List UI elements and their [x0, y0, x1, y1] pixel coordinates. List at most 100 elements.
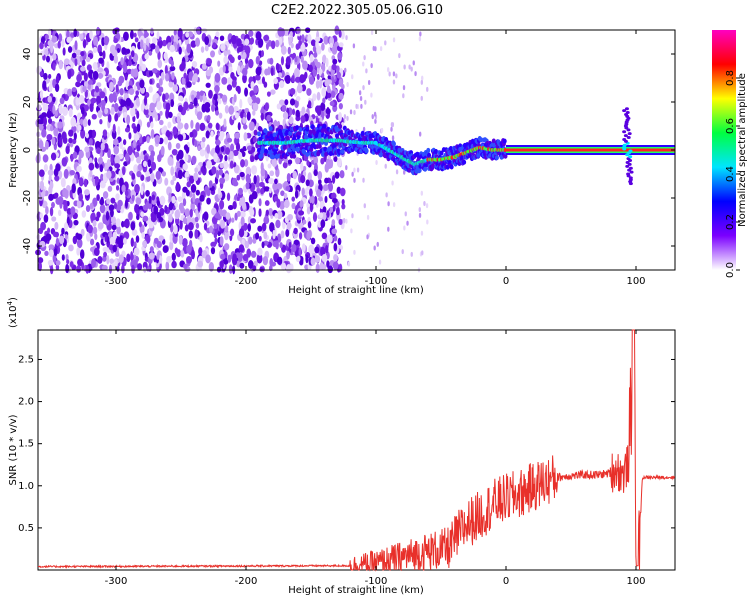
noise-speck [242, 116, 247, 124]
noise-speck [172, 84, 179, 92]
noise-speck [248, 236, 253, 245]
noise-speck [271, 158, 278, 168]
noise-speck [238, 221, 242, 231]
noise-speck [52, 105, 56, 115]
noise-speck [159, 195, 166, 206]
noise-speck [177, 196, 183, 203]
noise-speck [100, 196, 104, 205]
noise-speck [174, 209, 181, 220]
noise-speck [197, 202, 201, 212]
noise-speck [160, 145, 165, 156]
noise-speck [221, 76, 228, 85]
signal-speck [257, 131, 261, 137]
noise-speck [77, 258, 83, 267]
noise-speck [110, 106, 115, 115]
noise-speck [176, 153, 180, 162]
noise-speck [153, 205, 159, 215]
noise-speck [158, 78, 163, 86]
noise-speck [76, 265, 82, 273]
noise-speck [133, 126, 138, 134]
noise-speck [287, 213, 294, 221]
noise-speck [122, 139, 127, 146]
noise-speck [184, 171, 190, 178]
signal-speck [271, 154, 276, 160]
noise-speck [48, 193, 54, 201]
colorbar-ticks: 0.0 0.2 0.4 0.6 0.8 [725, 70, 740, 278]
noise-speck [62, 106, 68, 117]
noise-speck [61, 254, 65, 261]
noise-speck [138, 221, 142, 228]
noise-speck [338, 263, 343, 272]
noise-speck [414, 71, 417, 77]
noise-speck [260, 167, 266, 177]
noise-speck [191, 155, 197, 165]
noise-speck [150, 150, 155, 157]
noise-speck [128, 211, 133, 221]
noise-speck [126, 48, 131, 54]
signal-speck [494, 155, 499, 161]
noise-speck [291, 243, 297, 253]
signal-speck [426, 147, 431, 153]
noise-speck [327, 265, 334, 274]
noise-speck [327, 92, 332, 99]
noise-speck [158, 235, 164, 241]
noise-speck [395, 169, 399, 175]
noise-speck [120, 99, 124, 108]
spike-speck [622, 143, 627, 147]
noise-speck [161, 171, 167, 177]
noise-speck [123, 231, 130, 240]
noise-speck [224, 105, 229, 114]
noise-speck [223, 50, 228, 57]
noise-speck [277, 27, 284, 37]
noise-speck [285, 264, 292, 274]
noise-speck [220, 146, 225, 153]
noise-speck [44, 42, 48, 48]
noise-speck [392, 37, 396, 43]
y-tick-label: 0.5 [18, 523, 34, 534]
noise-speck [288, 241, 292, 248]
spike-speck [625, 111, 630, 115]
noise-speck [90, 97, 97, 104]
noise-speck [320, 102, 326, 112]
noise-speck [288, 116, 294, 125]
noise-speck [66, 36, 72, 43]
y-tick-label: -40 [22, 238, 33, 254]
noise-speck [239, 262, 245, 269]
noise-speck [55, 75, 60, 84]
noise-speck [210, 247, 216, 255]
noise-speck [225, 224, 229, 233]
snr-x-ticks: -300 -200 -100 0 100 [105, 330, 646, 587]
noise-speck [89, 30, 93, 40]
noise-speck [418, 36, 422, 42]
noise-speck [191, 94, 195, 101]
noise-speck [329, 206, 334, 213]
noise-speck [402, 93, 405, 99]
signal-speck [417, 167, 422, 173]
noise-speck [282, 161, 288, 169]
noise-speck [423, 201, 426, 207]
noise-speck [48, 249, 54, 258]
noise-speck [250, 250, 257, 258]
noise-speck [403, 225, 406, 231]
noise-speck [322, 88, 327, 98]
noise-speck [242, 124, 248, 130]
noise-speck [131, 194, 135, 202]
noise-speck [199, 90, 204, 97]
noise-speck [253, 85, 259, 94]
noise-speck [288, 36, 293, 43]
noise-speck [363, 55, 366, 61]
noise-speck [370, 30, 374, 36]
noise-speck [173, 29, 177, 36]
noise-speck [251, 191, 258, 200]
noise-speck [47, 259, 54, 266]
noise-speck [40, 50, 45, 56]
noise-speck [89, 202, 94, 210]
noise-speck [155, 170, 161, 180]
noise-speck [54, 175, 60, 182]
noise-speck [279, 242, 283, 249]
noise-speck [148, 50, 153, 56]
noise-speck [339, 170, 345, 179]
noise-speck [257, 38, 264, 48]
noise-speck [195, 222, 200, 229]
noise-speck [126, 253, 131, 263]
